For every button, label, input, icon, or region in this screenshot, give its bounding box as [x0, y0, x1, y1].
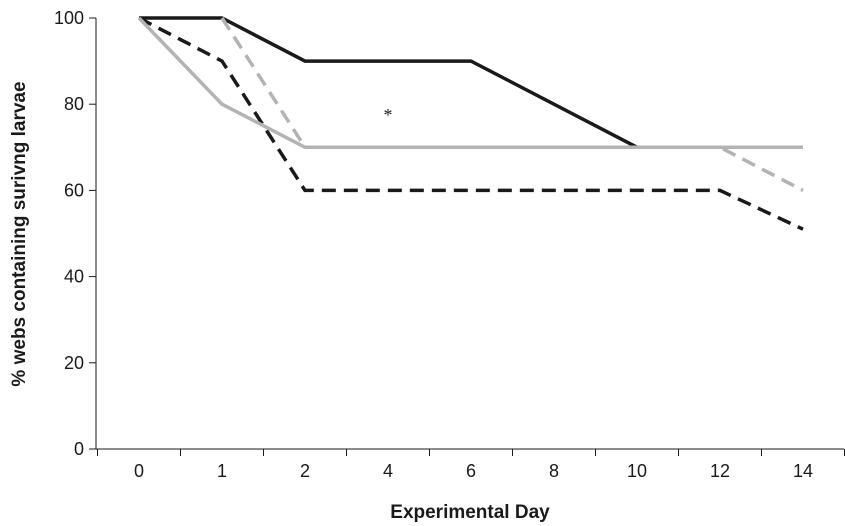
x-tick-label: 0 — [134, 461, 144, 481]
x-tick-label: 2 — [300, 461, 310, 481]
x-tick-label: 14 — [793, 461, 813, 481]
x-tick-label: 1 — [217, 461, 227, 481]
y-tick-label: 40 — [64, 267, 84, 287]
series-line-2 — [138, 16, 804, 231]
y-tick-label: 20 — [64, 353, 84, 373]
x-tick-label: 6 — [466, 461, 476, 481]
axes — [95, 18, 844, 450]
x-tick-label: 10 — [627, 461, 647, 481]
y-tick-label: 60 — [64, 180, 84, 200]
y-tick-label: 100 — [54, 8, 84, 28]
x-axis-title: Experimental Day — [390, 502, 550, 523]
series-line-3 — [137, 16, 803, 150]
y-ticks: 0 20 40 60 80 100 — [54, 8, 96, 459]
series-line-4 — [220, 17, 804, 192]
x-tick-label: 8 — [549, 461, 559, 481]
x-tick-label: 12 — [710, 461, 730, 481]
y-tick-label: 80 — [64, 94, 84, 114]
x-tick-label: 4 — [383, 461, 393, 481]
x-ticks: 0 1 2 4 6 8 10 12 14 — [97, 449, 845, 481]
annotations: * — [384, 105, 393, 125]
series-layer — [137, 16, 804, 231]
y-axis-title: % webs containing surivng larvae — [9, 81, 30, 386]
series-line-1 — [139, 16, 803, 150]
significance-asterisk: * — [384, 105, 393, 125]
y-tick-label: 0 — [74, 439, 84, 459]
